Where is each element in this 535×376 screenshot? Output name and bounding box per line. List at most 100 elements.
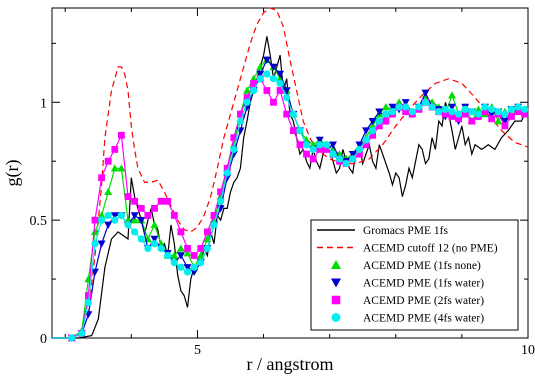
data-point bbox=[183, 264, 192, 272]
data-point bbox=[454, 110, 463, 118]
data-point bbox=[97, 211, 106, 219]
data-point bbox=[441, 110, 449, 118]
data-point bbox=[90, 268, 99, 276]
data-point bbox=[461, 105, 469, 113]
data-point bbox=[144, 244, 152, 253]
data-point bbox=[144, 212, 152, 219]
data-point bbox=[335, 155, 344, 163]
legend-marker-3 bbox=[331, 278, 341, 288]
data-point bbox=[448, 108, 456, 116]
data-point bbox=[421, 89, 430, 97]
data-point bbox=[369, 131, 377, 139]
data-point bbox=[448, 113, 456, 120]
data-point bbox=[382, 110, 390, 118]
data-point bbox=[500, 117, 509, 126]
data-point bbox=[514, 103, 522, 111]
legend-label-3: ACEMD PME (1fs water) bbox=[363, 278, 484, 290]
data-point bbox=[150, 240, 159, 248]
data-point bbox=[402, 103, 410, 111]
data-point bbox=[382, 117, 390, 125]
data-point bbox=[184, 245, 191, 252]
data-point bbox=[447, 91, 456, 99]
data-point bbox=[329, 150, 337, 158]
data-point bbox=[508, 113, 515, 120]
data-point bbox=[388, 103, 397, 111]
legend-label-4: ACEMD PME (2fs water) bbox=[363, 295, 484, 307]
y-axis-label: g(r) bbox=[2, 160, 23, 187]
data-point bbox=[521, 105, 529, 113]
data-point bbox=[217, 188, 224, 196]
legend: Gromacs PME 1fs ACEMD cutoff 12 (no PME) A… bbox=[310, 219, 519, 331]
data-point bbox=[263, 87, 271, 94]
data-point bbox=[104, 157, 112, 165]
data-point bbox=[90, 227, 99, 236]
data-point bbox=[276, 79, 284, 88]
data-point bbox=[494, 108, 502, 116]
data-point bbox=[328, 141, 337, 149]
data-point bbox=[349, 155, 357, 163]
data-point bbox=[395, 103, 403, 111]
data-point bbox=[230, 134, 238, 142]
data-point bbox=[303, 150, 310, 158]
data-point bbox=[230, 145, 238, 154]
data-point bbox=[183, 249, 192, 257]
data-point bbox=[342, 159, 350, 168]
data-point bbox=[170, 212, 178, 219]
data-point bbox=[269, 75, 278, 83]
data-point bbox=[111, 146, 119, 153]
data-point bbox=[447, 103, 456, 111]
data-point bbox=[131, 228, 139, 236]
data-point bbox=[117, 211, 126, 220]
data-point bbox=[402, 108, 410, 116]
data-point bbox=[263, 70, 271, 78]
data-point bbox=[176, 252, 185, 260]
data-point bbox=[236, 117, 245, 125]
data-point bbox=[104, 187, 113, 196]
data-point bbox=[355, 145, 364, 154]
legend-label-1: ACEMD cutoff 12 (no PME) bbox=[363, 243, 498, 255]
data-point bbox=[164, 197, 172, 205]
data-point bbox=[468, 117, 476, 125]
data-point bbox=[210, 221, 218, 229]
data-point bbox=[256, 75, 264, 83]
data-point bbox=[250, 86, 258, 95]
data-point bbox=[401, 99, 410, 107]
data-point bbox=[501, 110, 509, 118]
data-point bbox=[487, 110, 496, 119]
data-point bbox=[197, 258, 205, 267]
data-point bbox=[368, 117, 377, 126]
data-point bbox=[302, 141, 311, 149]
data-point bbox=[289, 110, 297, 118]
data-point bbox=[289, 127, 297, 134]
data-point bbox=[237, 110, 244, 118]
data-point bbox=[316, 141, 324, 149]
data-point bbox=[150, 235, 159, 243]
y-tick-label-2: 1 bbox=[40, 96, 47, 111]
data-point bbox=[521, 110, 529, 118]
y-tick-label-0: 0 bbox=[40, 332, 47, 347]
data-point bbox=[104, 211, 112, 220]
data-point bbox=[130, 216, 139, 224]
series-line-1 bbox=[52, 7, 529, 339]
data-point bbox=[369, 126, 377, 135]
data-point bbox=[481, 103, 489, 111]
data-point bbox=[316, 146, 324, 153]
data-point bbox=[243, 94, 251, 101]
data-point bbox=[283, 110, 291, 118]
data-point bbox=[203, 228, 211, 236]
data-point bbox=[157, 244, 165, 253]
series-0 bbox=[52, 36, 529, 339]
legend-label-2: ACEMD PME (1fs none) bbox=[363, 260, 481, 272]
data-point bbox=[130, 212, 139, 220]
data-point bbox=[243, 98, 251, 106]
data-point bbox=[415, 103, 423, 111]
data-point bbox=[256, 70, 265, 78]
data-point bbox=[270, 98, 277, 106]
data-point bbox=[250, 80, 258, 87]
data-point bbox=[494, 117, 503, 125]
data-point bbox=[455, 115, 462, 123]
data-point bbox=[282, 87, 291, 95]
data-point bbox=[131, 197, 139, 205]
x-axis-label: r / angstrom bbox=[247, 354, 334, 374]
